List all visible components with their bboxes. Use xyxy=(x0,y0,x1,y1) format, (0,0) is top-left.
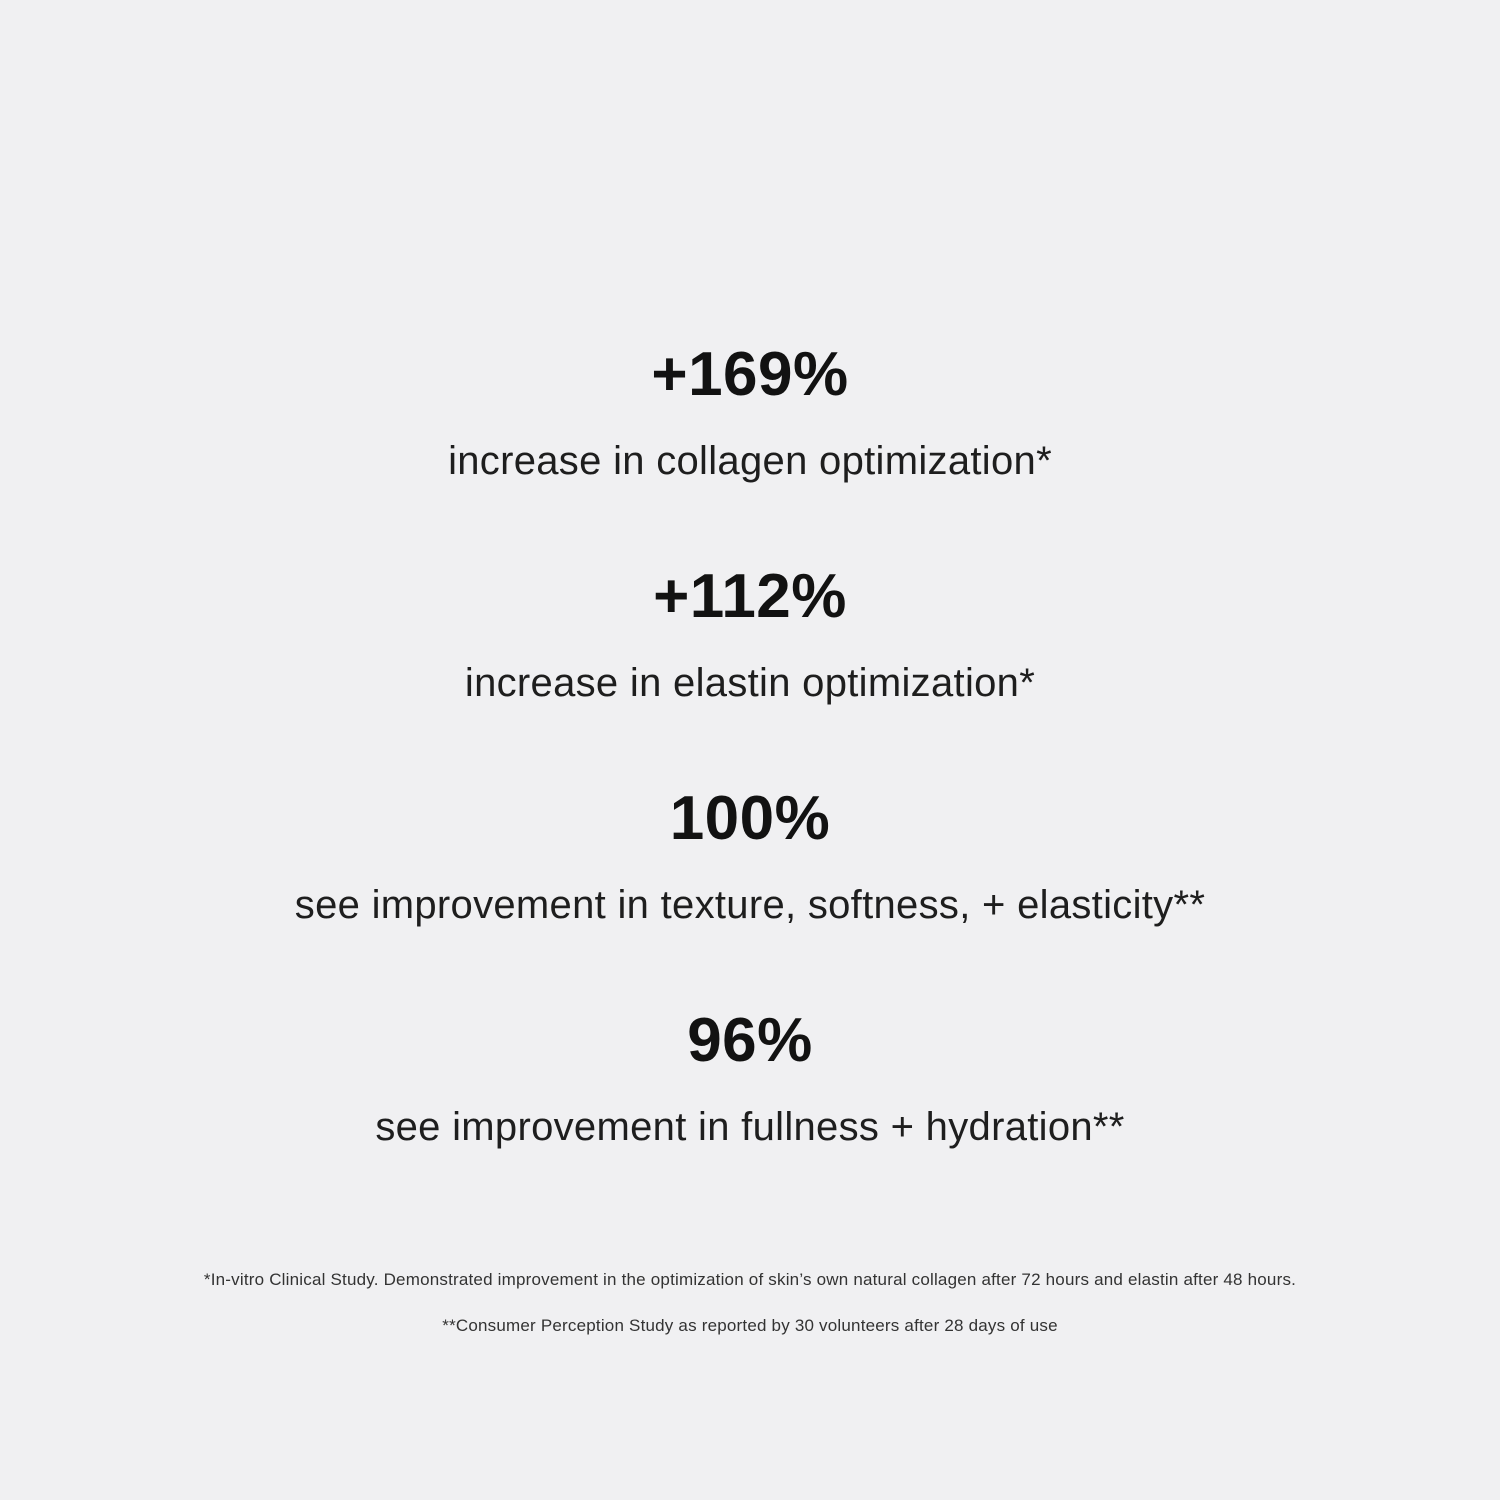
stat-texture: 100% see improvement in texture, softnes… xyxy=(0,788,1500,928)
stat-elastin-value: +112% xyxy=(653,562,847,631)
stat-elastin-label: increase in elastin optimization* xyxy=(464,661,1036,705)
stats-list: +169% increase in collagen optimization*… xyxy=(0,344,1500,1150)
stat-elastin: +112% increase in elastin optimization* xyxy=(0,566,1500,706)
stat-collagen-value: +169% xyxy=(651,340,849,409)
stat-collagen-label: increase in collagen optimization* xyxy=(448,439,1052,483)
stat-collagen: +169% increase in collagen optimization* xyxy=(0,344,1500,484)
stat-texture-label: see improvement in texture, softness, + … xyxy=(294,883,1206,927)
stat-fullness-value: 96% xyxy=(687,1006,813,1075)
stat-fullness-label: see improvement in fullness + hydration*… xyxy=(375,1105,1125,1149)
footnotes: *In-vitro Clinical Study. Demonstrated i… xyxy=(0,1268,1500,1338)
stat-texture-value: 100% xyxy=(669,784,831,853)
stat-fullness: 96% see improvement in fullness + hydrat… xyxy=(0,1010,1500,1150)
footnote-consumer-perception-study: **Consumer Perception Study as reported … xyxy=(442,1316,1058,1335)
footnote-clinical-study: *In-vitro Clinical Study. Demonstrated i… xyxy=(203,1270,1297,1289)
